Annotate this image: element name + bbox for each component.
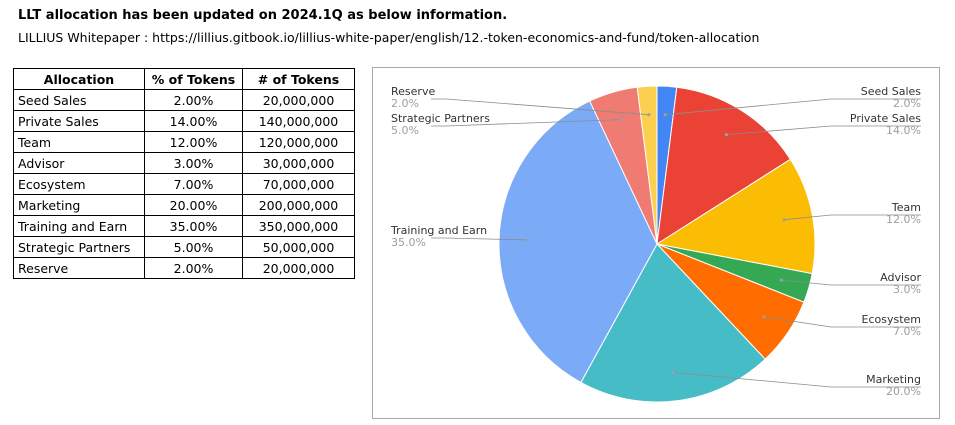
cell-allocation: Advisor xyxy=(13,152,145,174)
cell-allocation: Private Sales xyxy=(13,110,145,132)
cell-percent: 2.00% xyxy=(144,89,243,111)
leader-dot-ecosystem xyxy=(762,315,766,319)
leader-lines xyxy=(431,98,921,388)
cell-allocation: Reserve xyxy=(13,257,145,279)
leader-line-ecosystem xyxy=(764,316,921,328)
leader-dot-reserve xyxy=(647,113,651,117)
cell-allocation: Training and Earn xyxy=(13,215,145,237)
page-heading: LLT allocation has been updated on 2024.… xyxy=(18,8,508,23)
leader-line-reserve xyxy=(431,98,649,116)
allocation-pie-chart: Seed Sales 2.0% Private Sales 14.0% Team 12.0… xyxy=(372,67,940,419)
cell-percent: 3.00% xyxy=(144,152,243,174)
slice-percent-seed-sales: 2.0% xyxy=(893,97,921,110)
table-row: Marketing 20.00% 200,000,000 xyxy=(13,194,355,216)
slice-label-strategic-partners: Strategic Partners xyxy=(391,112,490,125)
leader-line-advisor xyxy=(781,279,921,286)
slice-label-training-and-earn: Training and Earn xyxy=(390,224,487,237)
leader-line-seed-sales xyxy=(665,98,921,116)
leader-dot-advisor xyxy=(779,278,783,282)
cell-count: 20,000,000 xyxy=(242,257,355,279)
cell-allocation: Ecosystem xyxy=(13,173,145,195)
slice-percent-strategic-partners: 5.0% xyxy=(391,124,419,137)
table-header-row: Allocation % of Tokens # of Tokens xyxy=(13,68,355,90)
slice-label-reserve: Reserve xyxy=(391,85,435,98)
leader-line-private-sales xyxy=(726,125,921,135)
slice-label-seed-sales: Seed Sales xyxy=(861,85,922,98)
leader-dot-private-sales xyxy=(724,133,728,137)
slice-percent-team: 12.0% xyxy=(886,213,921,226)
cell-count: 30,000,000 xyxy=(242,152,355,174)
table-row: Reserve 2.00% 20,000,000 xyxy=(13,257,355,279)
pie-slices xyxy=(498,85,816,403)
cell-percent: 2.00% xyxy=(144,257,243,279)
slice-percent-ecosystem: 7.0% xyxy=(893,325,921,338)
leader-dot-training-and-earn xyxy=(525,238,530,242)
cell-count: 200,000,000 xyxy=(242,194,355,216)
leader-line-team xyxy=(784,214,921,221)
slice-label-team: Team xyxy=(891,201,921,214)
cell-allocation: Team xyxy=(13,131,145,153)
slice-label-private-sales: Private Sales xyxy=(850,112,921,125)
leader-line-marketing xyxy=(673,372,921,388)
slice-percent-private-sales: 14.0% xyxy=(886,124,921,137)
column-header-count: # of Tokens xyxy=(242,68,355,90)
slice-label-marketing: Marketing xyxy=(866,373,921,386)
slice-percent-advisor: 3.0% xyxy=(893,283,921,296)
leader-dot-team xyxy=(782,218,786,222)
cell-percent: 14.00% xyxy=(144,110,243,132)
table-row: Advisor 3.00% 30,000,000 xyxy=(13,152,355,174)
leader-dot-marketing xyxy=(671,370,675,375)
cell-allocation: Strategic Partners xyxy=(13,236,145,258)
allocation-table: Allocation % of Tokens # of Tokens Seed … xyxy=(13,68,355,279)
table-row: Team 12.00% 120,000,000 xyxy=(13,131,355,153)
slice-percent-reserve: 2.0% xyxy=(391,97,419,110)
slice-label-advisor: Advisor xyxy=(880,271,921,284)
cell-allocation: Marketing xyxy=(13,194,145,216)
cell-percent: 5.00% xyxy=(144,236,243,258)
cell-count: 120,000,000 xyxy=(242,131,355,153)
cell-percent: 7.00% xyxy=(144,173,243,195)
slice-percent-marketing: 20.0% xyxy=(886,385,921,398)
table-row: Training and Earn 35.00% 350,000,000 xyxy=(13,215,355,237)
pie-slice-reserve xyxy=(636,85,658,245)
column-header-allocation: Allocation xyxy=(13,68,145,90)
table-row: Private Sales 14.00% 140,000,000 xyxy=(13,110,355,132)
column-header-percent: % of Tokens xyxy=(144,68,243,90)
pie-slice-marketing xyxy=(580,243,766,403)
cell-percent: 12.00% xyxy=(144,131,243,153)
table-row: Strategic Partners 5.00% 50,000,000 xyxy=(13,236,355,258)
leader-dot-seed-sales xyxy=(663,113,667,117)
cell-count: 50,000,000 xyxy=(242,236,355,258)
leader-line-training-and-earn xyxy=(431,237,528,241)
cell-count: 350,000,000 xyxy=(242,215,355,237)
table-row: Ecosystem 7.00% 70,000,000 xyxy=(13,173,355,195)
leader-line-strategic-partners xyxy=(431,119,621,127)
pie-slice-private-sales xyxy=(656,86,792,245)
cell-percent: 20.00% xyxy=(144,194,243,216)
slice-percent-training-and-earn: 35.0% xyxy=(391,236,426,249)
cell-percent: 35.00% xyxy=(144,215,243,237)
pie-slice-team xyxy=(655,158,816,275)
cell-count: 140,000,000 xyxy=(242,110,355,132)
cell-count: 20,000,000 xyxy=(242,89,355,111)
cell-allocation: Seed Sales xyxy=(13,89,145,111)
slice-label-ecosystem: Ecosystem xyxy=(862,313,922,326)
cell-count: 70,000,000 xyxy=(242,173,355,195)
whitepaper-source: LILLIUS Whitepaper : https://lillius.git… xyxy=(18,30,760,45)
leader-dot-strategic-partners xyxy=(619,118,623,122)
table-row: Seed Sales 2.00% 20,000,000 xyxy=(13,89,355,111)
